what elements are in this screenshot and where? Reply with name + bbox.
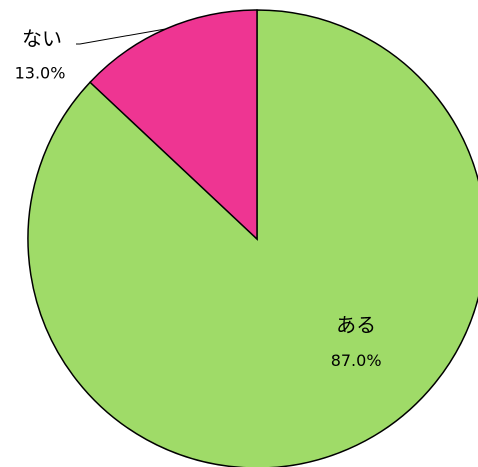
slice-value: 87.0% bbox=[331, 351, 382, 370]
slice-label: ない bbox=[22, 27, 62, 51]
leader-line bbox=[76, 28, 167, 45]
pie-slice bbox=[89, 9, 258, 241]
slice-value: 13.0% bbox=[15, 64, 66, 83]
pie-slice bbox=[27, 9, 478, 467]
slice-label: ある bbox=[336, 313, 376, 337]
